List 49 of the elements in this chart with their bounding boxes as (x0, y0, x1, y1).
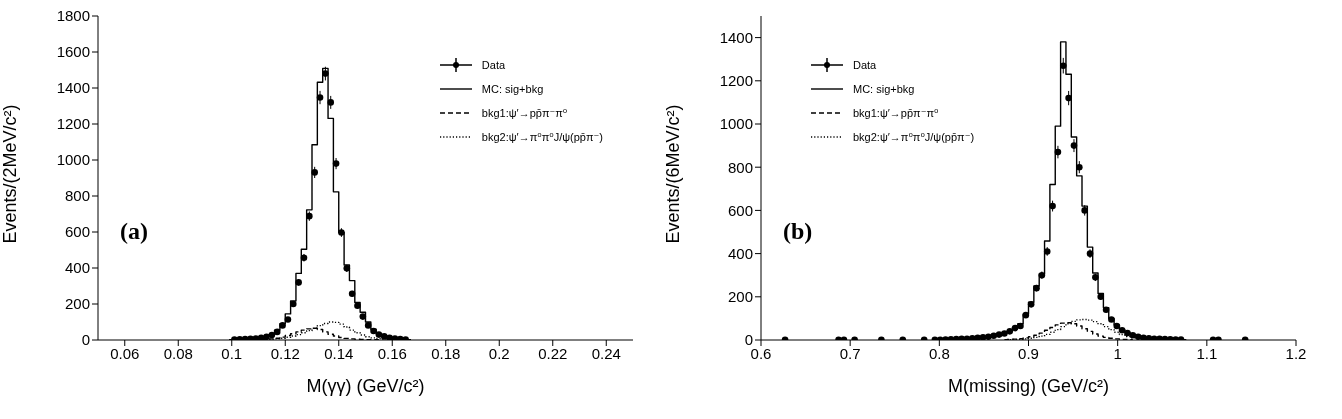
legend-label: MC: sig+bkg (481, 83, 544, 95)
y-axis-title: Events/(6MeV/c²) (662, 104, 684, 244)
x-tick-label: 0.22 (538, 344, 568, 362)
legend-label: bkg1:ψ′→pp̄π⁻π⁰ (853, 106, 939, 120)
y-tick-label: 400 (727, 244, 753, 262)
legend-label: Data (481, 59, 506, 71)
y-tick-label: 0 (81, 331, 90, 349)
x-tick-label: 0.7 (839, 344, 861, 362)
x-tick-label: 1.2 (1285, 344, 1307, 362)
x-tick-label: 0.06 (110, 344, 140, 362)
y-tick-label: 1400 (56, 79, 90, 97)
x-tick-label: 0.18 (431, 344, 461, 362)
legend-label: bkg1:ψ′→pp̄π⁻π⁰ (481, 106, 568, 120)
x-tick-label: 0.16 (377, 344, 407, 362)
legend-label: Data (853, 59, 877, 71)
x-tick-label: 1.1 (1196, 344, 1218, 362)
annotation: (b) (783, 218, 813, 245)
x-axis-title: M(γγ) (GeV/c²) (305, 376, 426, 397)
x-tick-label: 0.14 (324, 344, 354, 362)
y-tick-label: 1000 (719, 115, 753, 133)
legend-label: bkg2:ψ′→π⁰π⁰J/ψ(pp̄π⁻) (853, 130, 975, 144)
y-tick-label: 1200 (56, 115, 90, 133)
x-tick-label: 0.6 (750, 344, 772, 362)
x-tick-label: 0.1 (221, 344, 243, 362)
y-tick-label: 800 (727, 158, 753, 176)
annotation: (a) (120, 218, 148, 245)
y-tick-label: 1400 (719, 28, 753, 46)
y-tick-label: 800 (64, 187, 90, 205)
x-tick-label: 0.08 (163, 344, 193, 362)
x-tick-label: 0.8 (928, 344, 950, 362)
legend-label: MC: sig+bkg (853, 83, 915, 95)
y-tick-label: 400 (64, 259, 90, 277)
y-tick-label: 200 (64, 295, 90, 313)
y-tick-label: 1800 (56, 7, 90, 25)
y-tick-label: 200 (727, 288, 753, 306)
x-tick-label: 0.9 (1018, 344, 1039, 362)
x-tick-label: 0.2 (488, 344, 510, 362)
legend-label: bkg2:ψ′→π⁰π⁰J/ψ(pp̄π⁻) (481, 130, 603, 144)
x-axis-title: M(missing) (GeV/c²) (947, 376, 1110, 397)
y-tick-label: 1000 (56, 151, 90, 169)
x-tick-label: 0.12 (270, 344, 300, 362)
y-tick-label: 600 (64, 223, 90, 241)
y-tick-label: 1600 (56, 43, 90, 61)
x-tick-label: 0.24 (591, 344, 621, 362)
y-tick-label: 0 (744, 331, 753, 349)
y-axis-title: Events/(2MeV/c²) (0, 104, 21, 244)
y-tick-label: 600 (727, 201, 753, 219)
x-tick-label: 1 (1113, 344, 1122, 362)
y-tick-label: 1200 (719, 72, 753, 90)
